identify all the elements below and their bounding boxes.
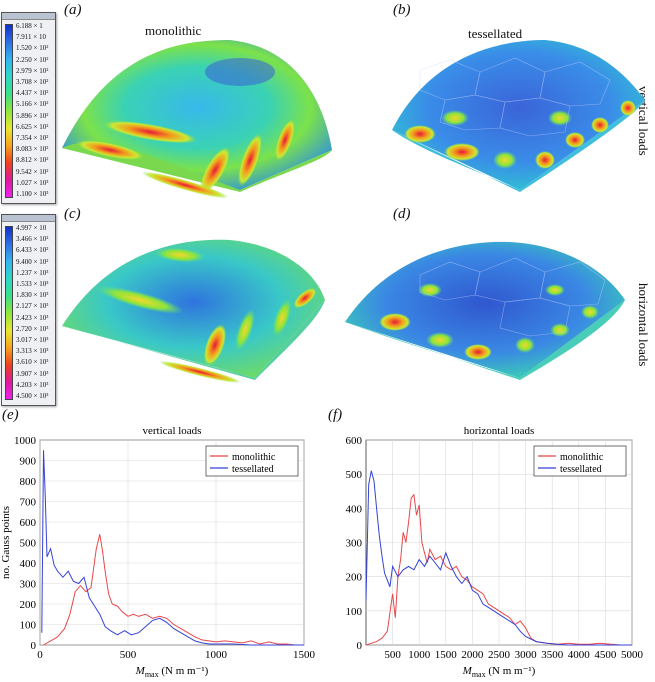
x-tick-label: 5000 — [621, 649, 644, 661]
y-tick-label: 300 — [346, 538, 363, 550]
colorbar-tick-label: 6.625 × 10² — [16, 122, 49, 131]
dome-monolithic-horizontal — [62, 239, 325, 383]
y-tick-label: 100 — [20, 620, 37, 632]
y-tick-label: 800 — [20, 476, 37, 488]
colorbar-tick-label: 3.313 × 10³ — [16, 347, 49, 356]
colorbar-gradient — [5, 226, 13, 400]
x-tick-label: 4000 — [568, 649, 591, 661]
colorbar-tick-label: 6.188 × 1 — [16, 22, 43, 30]
y-tick-label: 500 — [20, 538, 37, 550]
colorbar-tick-label: 4.437 × 10² — [16, 89, 49, 98]
y-tick-label: 200 — [20, 599, 37, 611]
colorbar-tick-label: 2.250 × 10² — [16, 55, 49, 64]
histogram-charts: 0 500 1000 15000100200300400500600700800900… — [0, 425, 644, 679]
panel-label-f: (f) — [328, 407, 343, 423]
y-tick-label: 600 — [20, 517, 37, 529]
legend-label: monolithic — [560, 452, 604, 463]
x-tick-label: 2500 — [488, 649, 511, 661]
y-tick-label: 1000 — [14, 435, 37, 447]
label-tessellated: tessellated — [468, 26, 523, 41]
y-tick-label: 200 — [346, 572, 363, 584]
colorbar-tick-label: 9.542 × 10² — [16, 167, 49, 176]
dome-monolithic-vertical — [62, 40, 332, 199]
colorbar-gradient — [5, 24, 13, 198]
panel-label-d: (d) — [393, 206, 411, 222]
panel-label-b: (b) — [393, 2, 411, 18]
colorbar-tick-label: 1.100 × 10³ — [16, 190, 49, 198]
colorbar-tick-label: 3.610 × 10³ — [16, 358, 49, 367]
colorbar-tick-label: 9.400 × 10² — [16, 257, 49, 266]
colorbar-tick-label: 3.907 × 10³ — [16, 369, 49, 378]
tessellation-mesh — [419, 57, 611, 337]
y-tick-label: 100 — [346, 606, 363, 618]
colorbar-tick-label: 7.354 × 10² — [16, 134, 49, 142]
legend-label: monolithic — [232, 452, 276, 463]
chart-horizontal-loads: 500 1000 1500 2000 2500 3000 3500 4000 4500 5000 0… — [346, 425, 644, 679]
chart-vertical-loads: 0 500 1000 1500 0 100 200 300 400 500 600 700 800 900… — [0, 425, 316, 679]
y-tick-label: 0 — [31, 640, 37, 652]
x-tick-label: 3000 — [515, 649, 538, 661]
x-tick-label: 3500 — [541, 649, 564, 661]
colorbar-tick-label: 1.830 × 10³ — [16, 291, 49, 300]
x-tick-label: 500 — [384, 649, 401, 661]
x-tick-label: 1000 — [408, 649, 431, 661]
colorbar-tick-label: 4.203 × 10³ — [16, 380, 49, 389]
chart-title: vertical loads — [143, 425, 202, 437]
colorbar-tick-label: 7.911 × 10 — [16, 33, 46, 42]
colorbar-horizontal: 4.997 × 10 3.466 × 10² 6.433 × 10² 9.400 × … — [1, 214, 56, 406]
y-tick-label: 600 — [346, 435, 363, 447]
panel-label-a: (a) — [64, 2, 82, 18]
colorbar-tick-label: 8.812 × 10² — [16, 156, 49, 165]
colorbar-tick-label: 2.127 × 10³ — [16, 302, 49, 311]
y-tick-label: 400 — [346, 503, 363, 515]
colorbar-tick-label: 3.017 × 10³ — [16, 336, 49, 344]
panel-label-e: (e) — [2, 407, 19, 423]
colorbar-tick-label: 1.533 × 10³ — [16, 280, 49, 288]
y-tick-label: 900 — [20, 456, 37, 468]
chart-title: horizontal loads — [464, 425, 535, 437]
series-line-tessellated — [365, 470, 632, 646]
colorbar-tick-label: 1.027 × 10³ — [16, 178, 49, 187]
legend-label: tessellated — [560, 464, 602, 475]
colorbar-tick-label: 8.083 × 10² — [16, 145, 49, 154]
y-tick-label: 500 — [346, 469, 363, 481]
x-tick-label: 1500 — [293, 649, 316, 661]
x-tick-label: 2000 — [461, 649, 484, 661]
x-axis-label: Mmax (N m m⁻¹) — [462, 665, 536, 679]
y-tick-label: 0 — [357, 640, 363, 652]
series-line-monolithic — [43, 534, 304, 646]
series-line-tessellated — [41, 450, 304, 646]
dome-renders — [62, 40, 645, 383]
dome-tessellated-vertical — [392, 40, 645, 192]
colorbar-tick-label: 1.520 × 10² — [16, 44, 49, 53]
legend-box — [205, 445, 299, 477]
x-tick-label: 500 — [120, 649, 137, 661]
colorbar-vertical: 6.188 × 1 7.911 × 10 1.520 × 10² 2.250 × 10… — [1, 12, 56, 204]
x-tick-label: 4500 — [594, 649, 617, 661]
legend-label: tessellated — [232, 464, 274, 475]
panel-label-c: (c) — [64, 206, 81, 222]
colorbar-tick-label: 5.166 × 10² — [16, 100, 49, 109]
y-tick-label: 700 — [20, 497, 37, 509]
x-axis-label: Mmax (N m m⁻¹) — [135, 665, 209, 679]
colorbar-tick-label: 4.500 × 10³ — [16, 392, 49, 400]
colorbar-tick-label: 6.433 × 10² — [16, 246, 49, 255]
colorbar-tick-label: 1.237 × 10³ — [16, 268, 49, 277]
colorbar-tick-label: 5.896 × 10² — [16, 111, 49, 120]
x-tick-label: 1500 — [435, 649, 458, 661]
colorbar-tick-label: 2.979 × 10² — [16, 66, 49, 75]
dome-tessellated-horizontal — [345, 241, 625, 380]
colorbar-tick-label: 3.708 × 10² — [16, 78, 49, 86]
x-tick-label: 0 — [37, 649, 43, 661]
colorbar-tick-label: 4.997 × 10 — [16, 224, 47, 232]
legend-box — [533, 445, 627, 477]
colorbar-tick-label: 2.720 × 10³ — [16, 324, 49, 333]
y-tick-label: 300 — [20, 579, 37, 591]
label-monolithic: monolithic — [145, 23, 202, 38]
y-tick-label: 400 — [20, 558, 37, 570]
y-axis-label: no. Gauss points — [0, 506, 12, 579]
colorbar-tick-label: 2.423 × 10³ — [16, 313, 49, 322]
colorbar-tick-label: 3.466 × 10² — [16, 235, 49, 244]
x-tick-label: 1000 — [205, 649, 228, 661]
